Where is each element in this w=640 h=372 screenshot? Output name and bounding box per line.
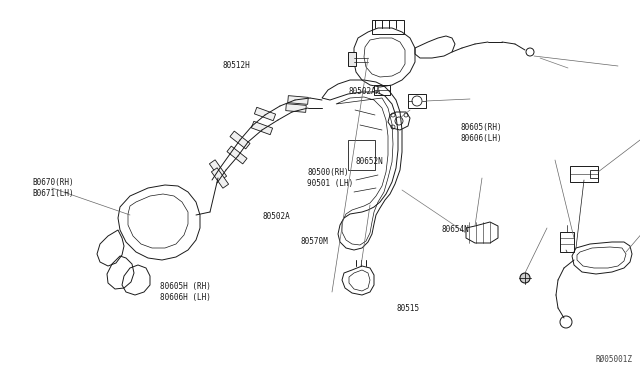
- Text: 80502AA: 80502AA: [349, 87, 381, 96]
- Text: 80512H: 80512H: [223, 61, 251, 70]
- Text: RØ05001Z: RØ05001Z: [595, 355, 632, 364]
- Polygon shape: [209, 160, 227, 180]
- Text: B0670(RH)
B0671(LH): B0670(RH) B0671(LH): [32, 178, 74, 198]
- Text: 80605(RH)
80606(LH): 80605(RH) 80606(LH): [461, 124, 502, 143]
- Polygon shape: [227, 146, 247, 164]
- Bar: [408, 94, 426, 108]
- Text: 80652N: 80652N: [355, 157, 383, 166]
- Bar: [560, 232, 574, 252]
- Text: 80570M: 80570M: [301, 237, 328, 246]
- Text: 80500(RH)
90501 (LH): 80500(RH) 90501 (LH): [307, 168, 353, 187]
- Text: 80502A: 80502A: [262, 212, 290, 221]
- Polygon shape: [255, 107, 276, 121]
- Text: 80654N: 80654N: [442, 225, 469, 234]
- Polygon shape: [288, 96, 308, 105]
- Polygon shape: [285, 104, 307, 112]
- Circle shape: [520, 273, 530, 283]
- Bar: [590, 170, 598, 178]
- Text: 80605H (RH)
80606H (LH): 80605H (RH) 80606H (LH): [161, 282, 211, 302]
- Text: 80515: 80515: [397, 304, 420, 312]
- Polygon shape: [252, 121, 273, 135]
- Polygon shape: [211, 168, 228, 188]
- Bar: [570, 166, 598, 182]
- Bar: [348, 52, 356, 66]
- Bar: [374, 85, 390, 95]
- Bar: [372, 20, 404, 34]
- Polygon shape: [230, 131, 250, 149]
